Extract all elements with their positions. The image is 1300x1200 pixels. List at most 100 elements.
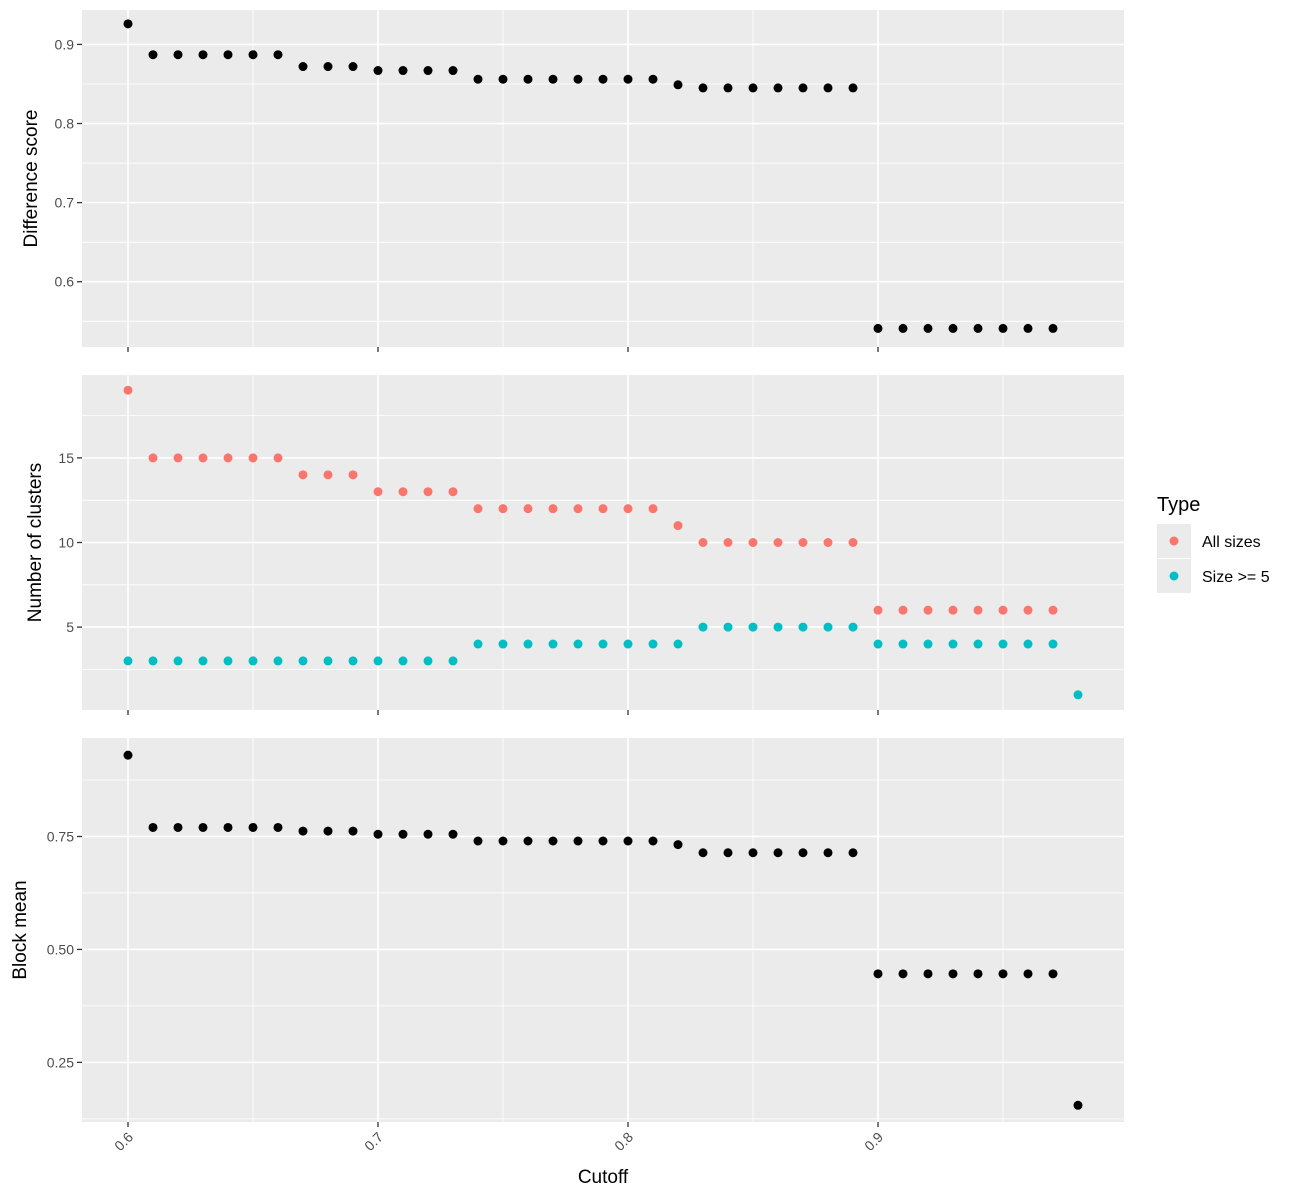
data-point: [798, 622, 808, 632]
data-point: [723, 83, 733, 93]
data-point: [748, 538, 758, 547]
y-tick-label: 15: [58, 450, 74, 466]
data-point: [523, 74, 533, 84]
data-point: [123, 656, 133, 666]
data-point: [873, 605, 883, 615]
data-point: [623, 836, 633, 846]
data-point: [348, 470, 358, 480]
data-point: [798, 848, 808, 858]
y-tick-label: 0.6: [55, 274, 75, 290]
data-point: [148, 822, 158, 832]
data-point: [748, 83, 758, 93]
data-point: [573, 74, 583, 84]
data-point: [623, 639, 633, 649]
data-point: [823, 83, 833, 93]
data-point: [298, 656, 308, 666]
data-point: [798, 83, 808, 93]
x-tick-label: 0.6: [111, 1129, 136, 1154]
data-point: [773, 83, 783, 93]
data-point: [423, 829, 433, 839]
data-point: [548, 504, 558, 514]
data-point: [448, 66, 458, 76]
data-point: [773, 538, 783, 547]
data-point: [298, 470, 308, 480]
data-point: [823, 538, 833, 547]
data-point: [248, 822, 258, 832]
data-point: [398, 656, 408, 666]
data-point: [598, 74, 608, 84]
data-point: [473, 639, 483, 649]
data-point: [173, 822, 183, 832]
data-point: [348, 656, 358, 666]
data-point: [748, 622, 758, 632]
data-point: [1048, 639, 1058, 649]
legend-label-size-ge-5: Size >= 5: [1202, 569, 1270, 586]
data-point: [698, 848, 708, 858]
data-point: [248, 50, 258, 60]
data-point: [1048, 323, 1058, 333]
data-point: [748, 848, 758, 858]
data-point: [148, 453, 158, 463]
data-point: [698, 83, 708, 93]
data-point: [948, 969, 958, 979]
data-point: [273, 50, 283, 60]
data-point: [723, 848, 733, 858]
data-point: [523, 836, 533, 846]
data-point: [623, 74, 633, 84]
x-tick-label: 0.8: [611, 1129, 636, 1154]
data-point: [148, 50, 158, 60]
data-points: [123, 19, 1083, 1110]
data-point: [673, 639, 683, 649]
data-point: [298, 826, 308, 836]
data-point: [1023, 639, 1033, 649]
data-point: [698, 538, 708, 547]
data-point: [998, 639, 1008, 649]
y-tick-label: 0.25: [47, 1054, 74, 1070]
data-point: [173, 453, 183, 463]
data-point: [848, 83, 858, 93]
data-point: [448, 487, 458, 497]
data-point: [1073, 1100, 1083, 1110]
data-point: [473, 504, 483, 514]
legend-title: Type: [1157, 494, 1200, 516]
data-point: [223, 656, 233, 666]
panel-background-blockmean: [82, 738, 1124, 1122]
y-axis-title-blockmean: Block mean: [10, 880, 31, 979]
x-tick-label: 0.9: [861, 1129, 886, 1154]
x-tick-label: 0.7: [361, 1129, 386, 1154]
data-point: [498, 504, 508, 514]
data-point: [673, 521, 683, 531]
y-axis-title-clusters: Number of clusters: [25, 463, 46, 622]
data-point: [198, 453, 208, 463]
data-point: [548, 74, 558, 84]
data-point: [873, 969, 883, 979]
data-point: [548, 639, 558, 649]
data-point: [948, 639, 958, 649]
legend-swatch-all-sizes: [1169, 536, 1179, 546]
data-point: [373, 829, 383, 839]
data-point: [973, 605, 983, 615]
data-point: [523, 504, 533, 514]
data-point: [598, 504, 608, 514]
data-point: [398, 66, 408, 76]
legend: Type All sizes Size >= 5: [1157, 494, 1270, 593]
data-point: [423, 66, 433, 76]
data-point: [948, 605, 958, 615]
data-point: [523, 639, 533, 649]
data-point: [298, 62, 308, 72]
data-point: [373, 66, 383, 76]
data-point: [348, 826, 358, 836]
data-point: [273, 822, 283, 832]
data-point: [773, 622, 783, 632]
data-point: [548, 836, 558, 846]
data-point: [973, 969, 983, 979]
legend-label-all-sizes: All sizes: [1202, 534, 1261, 551]
data-point: [323, 470, 333, 480]
data-point: [423, 487, 433, 497]
data-point: [1073, 690, 1083, 700]
data-point: [1023, 323, 1033, 333]
data-point: [898, 323, 908, 333]
data-point: [1048, 969, 1058, 979]
data-point: [173, 656, 183, 666]
legend-swatch-size-ge-5: [1169, 571, 1179, 581]
